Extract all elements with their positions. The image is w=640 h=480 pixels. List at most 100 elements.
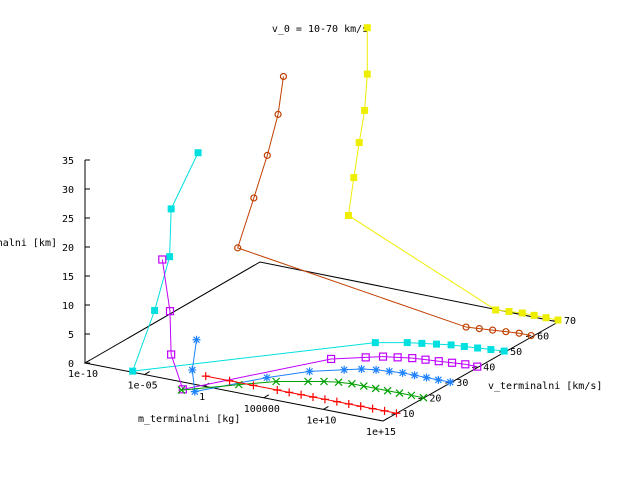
data-point bbox=[340, 365, 349, 374]
data-point bbox=[304, 377, 312, 386]
data-point bbox=[305, 367, 314, 376]
y-tick-label: 60 bbox=[537, 332, 549, 343]
data-point bbox=[371, 384, 380, 393]
series-v0-10 bbox=[201, 372, 401, 418]
data-point bbox=[167, 205, 175, 213]
data-point bbox=[410, 371, 419, 380]
y-axis-label: v_terminalni [km/s] bbox=[488, 381, 602, 392]
data-point bbox=[249, 381, 258, 390]
data-point bbox=[357, 365, 366, 374]
data-point bbox=[167, 350, 176, 359]
x-tick-label: 1e+15 bbox=[366, 427, 396, 438]
data-point bbox=[350, 174, 358, 182]
z-tick-label: 0 bbox=[68, 359, 74, 370]
data-point bbox=[418, 339, 426, 347]
data-point bbox=[194, 149, 202, 157]
x-tick-label: 1e-05 bbox=[128, 381, 158, 392]
data-point bbox=[385, 367, 394, 376]
x-tick-mark bbox=[263, 394, 270, 399]
y-tick-label: 40 bbox=[483, 363, 495, 374]
data-point bbox=[188, 365, 197, 374]
series-v0-20 bbox=[177, 377, 428, 402]
x-tick-label: 1 bbox=[199, 392, 205, 403]
z-tick-label: 25 bbox=[62, 214, 74, 225]
data-point bbox=[372, 365, 381, 374]
z-tick-label: 30 bbox=[62, 185, 74, 196]
series-v0-30 bbox=[188, 335, 455, 396]
series-v0-50 bbox=[129, 149, 508, 375]
data-point bbox=[474, 344, 482, 352]
data-point bbox=[361, 353, 370, 362]
z-axis: 0 5 10 15 20 25 30 35 bbox=[62, 156, 90, 370]
data-point bbox=[530, 311, 538, 319]
data-point bbox=[542, 314, 550, 322]
data-point bbox=[355, 139, 363, 147]
data-point bbox=[262, 373, 271, 382]
data-point bbox=[151, 306, 159, 314]
data-point bbox=[332, 397, 341, 406]
data-point bbox=[473, 362, 482, 371]
data-point bbox=[518, 309, 526, 317]
data-point bbox=[432, 340, 440, 348]
data-point bbox=[446, 378, 455, 387]
data-point bbox=[393, 353, 402, 362]
data-point bbox=[347, 379, 356, 388]
chart-title: v_0 = 10-70 km/s bbox=[272, 24, 368, 35]
data-point bbox=[344, 211, 352, 219]
data-point bbox=[383, 386, 392, 395]
data-point bbox=[461, 360, 470, 369]
data-point bbox=[371, 339, 379, 347]
data-point bbox=[190, 387, 199, 396]
data-point bbox=[320, 377, 328, 386]
data-point bbox=[274, 110, 282, 118]
data-point bbox=[447, 341, 455, 349]
data-point bbox=[273, 386, 282, 395]
data-point bbox=[166, 253, 174, 261]
data-point bbox=[380, 406, 389, 415]
data-point bbox=[403, 339, 411, 347]
data-point bbox=[320, 395, 329, 404]
data-point bbox=[554, 316, 562, 324]
data-point bbox=[422, 373, 431, 382]
y-tick-label: 20 bbox=[429, 394, 441, 405]
data-point bbox=[361, 106, 369, 114]
data-point bbox=[407, 391, 416, 400]
series-v0-60 bbox=[234, 72, 535, 340]
data-point bbox=[505, 307, 513, 315]
data-point bbox=[158, 255, 167, 264]
series-group bbox=[129, 24, 562, 418]
x-tick-mark bbox=[144, 371, 150, 376]
data-point bbox=[489, 326, 497, 334]
x-tick-label: 1e-10 bbox=[68, 369, 98, 380]
data-point bbox=[378, 352, 388, 361]
data-point bbox=[421, 355, 430, 364]
y-tick-label: 10 bbox=[402, 409, 414, 420]
data-point bbox=[408, 354, 417, 363]
data-point bbox=[434, 357, 443, 366]
data-point bbox=[395, 389, 404, 397]
x-tick-mark bbox=[323, 405, 329, 410]
y-axis: 10 20 30 40 50 60 70 bbox=[391, 316, 576, 420]
y-tick-label: 70 bbox=[564, 316, 576, 327]
data-point bbox=[272, 377, 281, 386]
z-tick-label: 10 bbox=[62, 301, 74, 312]
data-point bbox=[363, 70, 371, 78]
x-tick-mark bbox=[84, 359, 91, 364]
series-v0-40 bbox=[158, 255, 482, 394]
x-tick-label: 100000 bbox=[244, 404, 280, 415]
series-line bbox=[347, 27, 559, 321]
data-point bbox=[460, 342, 468, 350]
z-tick-label: 15 bbox=[62, 272, 74, 283]
data-point bbox=[201, 372, 210, 381]
x-axis-label: m_terminalni [kg] bbox=[138, 414, 240, 425]
y-tick-label: 30 bbox=[456, 378, 468, 389]
x-tick-mark bbox=[382, 417, 389, 422]
data-point bbox=[344, 399, 353, 408]
data-point bbox=[447, 358, 457, 367]
data-point bbox=[359, 382, 368, 391]
z-axis-label: h_terminalni [km] bbox=[0, 238, 57, 249]
data-point bbox=[363, 24, 371, 32]
data-point bbox=[475, 324, 483, 333]
data-point bbox=[129, 367, 137, 375]
